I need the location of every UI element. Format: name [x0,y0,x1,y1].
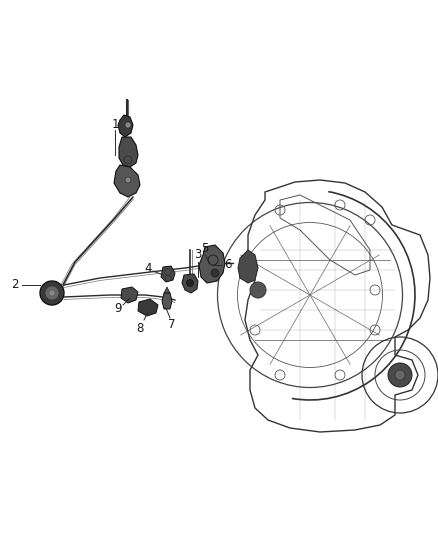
Text: 7: 7 [168,319,176,332]
Polygon shape [138,299,158,316]
Text: 8: 8 [136,321,144,335]
Text: 6: 6 [224,259,232,271]
Polygon shape [238,250,258,283]
Circle shape [40,281,64,305]
Text: 9: 9 [114,302,122,314]
Polygon shape [182,274,198,293]
Polygon shape [162,293,172,309]
Polygon shape [199,245,225,283]
Text: 4: 4 [144,262,152,274]
Circle shape [211,269,219,277]
Polygon shape [119,137,138,167]
Polygon shape [114,165,140,197]
Circle shape [45,286,59,300]
Circle shape [125,177,131,183]
Polygon shape [164,287,170,293]
Circle shape [250,282,266,298]
Text: 2: 2 [11,279,19,292]
Circle shape [49,290,55,296]
Circle shape [388,363,412,387]
Text: 1: 1 [111,118,119,132]
Circle shape [187,279,194,287]
Polygon shape [118,115,133,137]
Circle shape [395,370,405,380]
Polygon shape [121,287,138,303]
Polygon shape [161,266,175,282]
Text: 5: 5 [201,241,208,254]
Circle shape [125,122,131,128]
Text: 3: 3 [194,248,201,262]
